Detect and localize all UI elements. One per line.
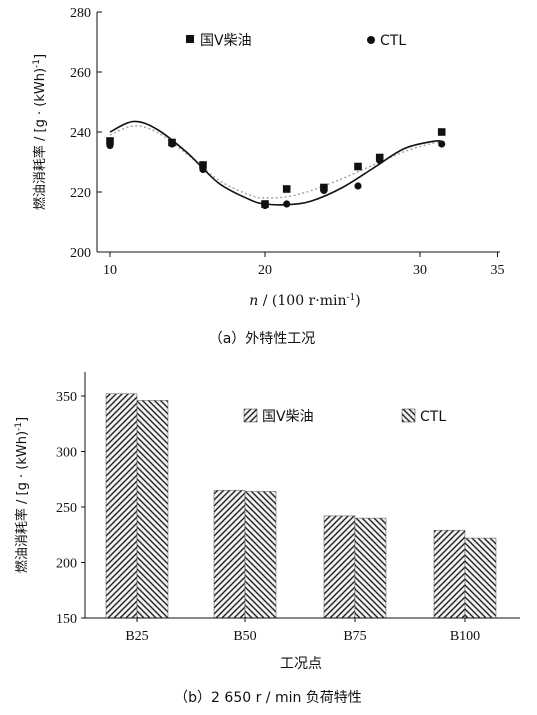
data-point-square	[437, 128, 446, 136]
chart-a-y-label: 燃油消耗率 / [g · (kWh)-1]	[32, 54, 48, 210]
data-point-circle	[283, 200, 291, 208]
bar-b25-series-1	[105, 393, 138, 619]
y-tick-label: 350	[56, 390, 77, 405]
data-point-square	[282, 185, 291, 193]
legend-label-series-1: 国V柴油	[200, 33, 252, 49]
y-tick-label: 300	[56, 446, 77, 461]
chart-b-y-label: 燃油消耗率 / [g · (kWh)-1]	[14, 417, 30, 573]
chart-b-caption: （b）2 650 r / min 负荷特性	[174, 690, 362, 706]
fit-curve-series-2	[109, 125, 444, 199]
data-point-circle	[376, 156, 384, 165]
x-tick-label: 35	[491, 263, 505, 278]
data-point-circle	[261, 201, 269, 210]
bar-b75-series-1	[323, 515, 356, 619]
y-tick-label: 260	[70, 66, 91, 81]
chart-a-caption: （a）外特性工况	[209, 331, 316, 347]
chart-a-y-ticks: 200 220 240 260 280	[70, 6, 102, 261]
data-point-square	[354, 162, 362, 171]
data-point-circle	[320, 186, 328, 195]
y-tick-label: 240	[70, 126, 91, 141]
data-point-circle	[168, 140, 176, 148]
x-tick-label: 10	[103, 263, 117, 278]
category-label: B100	[450, 629, 480, 644]
chart-a-x-label: n / (100 r·min-1)	[249, 293, 360, 309]
legend-circle-marker	[367, 36, 375, 44]
legend-label-series-2: CTL	[380, 33, 406, 49]
y-tick-label: 250	[56, 501, 77, 516]
bar-b100-series-2	[464, 537, 497, 619]
legend-label-series-2: CTL	[420, 409, 446, 425]
bar-b50-series-2	[244, 491, 277, 619]
chart-a: 200 220 240 260 280 10 20 30 35 国V柴油 CTL 燃油消耗率 …	[32, 6, 505, 347]
chart-b-legend: 国V柴油 CTL	[243, 408, 446, 425]
x-tick-label: 20	[258, 263, 272, 278]
chart-b-x-label: 工况点	[280, 656, 322, 672]
legend-square-marker	[186, 35, 194, 43]
data-point-square	[106, 137, 114, 145]
y-tick-label: 200	[56, 557, 77, 572]
data-point-square	[199, 161, 207, 169]
data-point-circle	[199, 165, 207, 174]
category-label: B75	[343, 629, 366, 644]
chart-a-x-ticks: 10 20 30 35	[103, 252, 505, 278]
chart-b: 150 200 250 300 350 B25 B50 B75 B100 国V柴油 CTL 燃…	[14, 372, 520, 706]
chart-a-fit-curves	[109, 120, 444, 206]
y-tick-label: 200	[70, 246, 91, 261]
data-point-circle	[438, 140, 446, 148]
legend-swatch-series-1	[243, 408, 258, 423]
y-tick-label: 280	[70, 6, 91, 21]
chart-b-y-ticks: 150 200 250 300 350	[56, 390, 85, 627]
chart-a-legend: 国V柴油 CTL	[186, 33, 406, 49]
chart-a-points	[106, 128, 446, 210]
bar-b25-series-2	[136, 400, 169, 619]
category-label: B25	[125, 629, 148, 644]
chart-b-bars	[105, 393, 497, 619]
data-point-circle	[106, 141, 114, 150]
fit-curve-series-1	[109, 120, 444, 206]
bar-b75-series-2	[354, 517, 387, 619]
y-tick-label: 150	[56, 612, 77, 627]
x-tick-label: 30	[413, 263, 427, 278]
bar-b50-series-1	[213, 490, 246, 619]
legend-swatch-series-2	[401, 408, 416, 423]
y-tick-label: 220	[70, 186, 91, 201]
legend-label-series-1: 国V柴油	[262, 409, 314, 425]
category-label: B50	[233, 629, 256, 644]
bar-b100-series-1	[433, 530, 466, 619]
chart-b-category-labels: B25 B50 B75 B100	[125, 618, 480, 644]
data-point-circle	[354, 182, 362, 190]
